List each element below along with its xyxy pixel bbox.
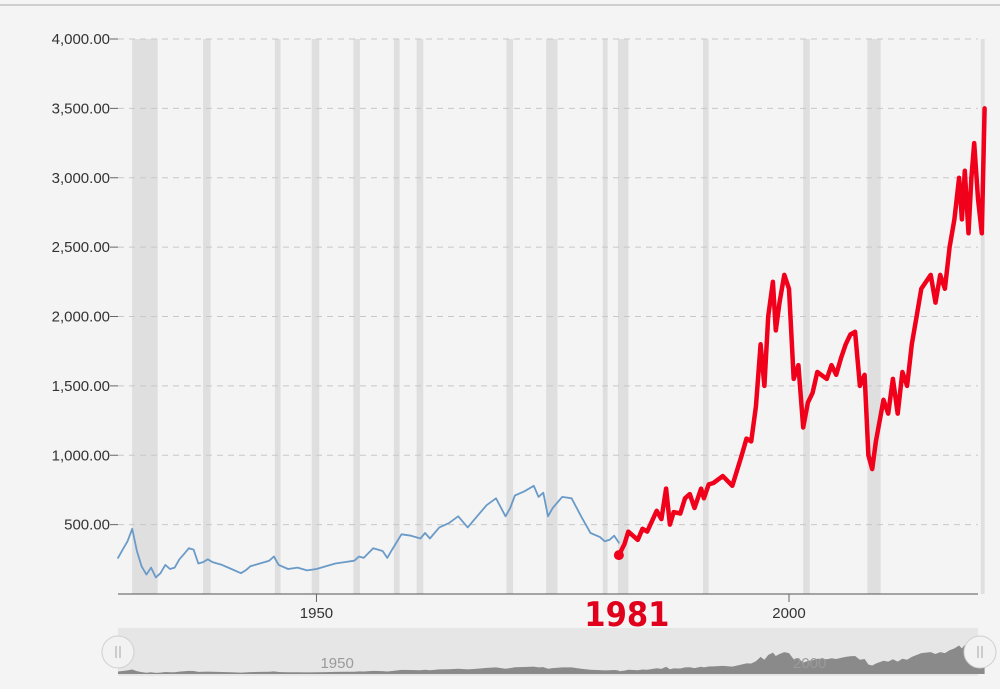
navigator-right-handle[interactable]	[963, 635, 997, 669]
x-axis-ticks: 1950 2000	[300, 594, 806, 622]
y-tick-label: 3,000.00	[52, 170, 110, 187]
recession-band	[311, 39, 320, 594]
y-axis-ticks: 500.00 1,000.00 1,500.00 2,000.00 2,500.00 3,…	[52, 31, 118, 534]
horizontal-gridlines	[118, 38, 978, 526]
navigator-left-handle[interactable]	[101, 635, 135, 669]
recession-band	[803, 39, 810, 594]
chart-series	[117, 106, 987, 579]
highlight-start-point	[613, 550, 624, 561]
y-tick-label: 4,000.00	[52, 31, 110, 48]
range-navigator[interactable]: 1950 2000	[101, 628, 997, 676]
x-tick-label: 1950	[300, 605, 333, 622]
series-line-before-highlight	[117, 484, 620, 579]
recession-band	[353, 39, 360, 594]
navigator-tick-label: 2000	[793, 655, 826, 672]
navigator-tick-label: 1950	[320, 655, 353, 672]
y-tick-label: 1,000.00	[52, 447, 110, 464]
recession-band	[980, 39, 985, 594]
y-tick-label: 2,500.00	[52, 239, 110, 256]
x-tick-label: 2000	[772, 605, 805, 622]
y-tick-label: 3,500.00	[52, 100, 110, 117]
y-tick-label: 2,000.00	[52, 309, 110, 326]
y-tick-label: 500.00	[64, 517, 110, 534]
navigator-area	[118, 640, 985, 674]
recession-band	[506, 39, 514, 594]
series-line-highlighted	[616, 106, 987, 558]
recession-band	[617, 39, 629, 594]
y-tick-label: 1,500.00	[52, 378, 110, 395]
